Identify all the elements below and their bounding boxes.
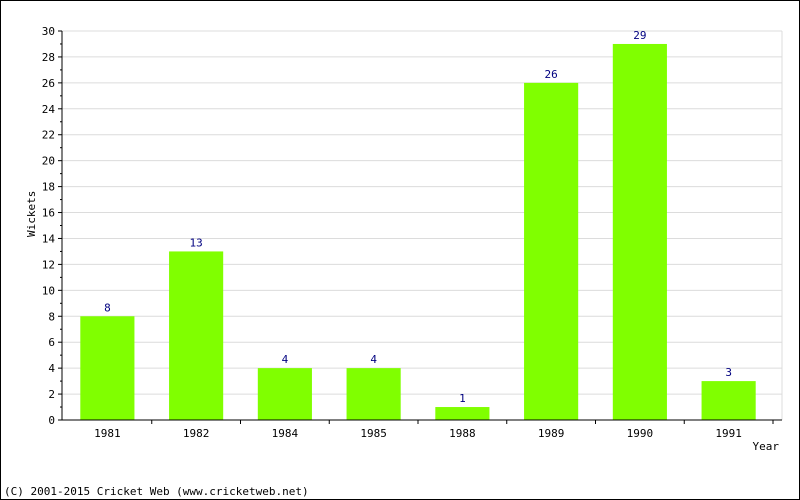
y-tick-label: 22 bbox=[42, 129, 55, 142]
y-tick-label: 12 bbox=[42, 258, 55, 271]
data-label: 4 bbox=[282, 353, 289, 366]
y-axis-title: Wickets bbox=[25, 191, 38, 237]
y-tick-label: 20 bbox=[42, 155, 55, 168]
bar bbox=[169, 251, 224, 420]
x-tick-label: 1990 bbox=[627, 427, 654, 440]
data-label: 26 bbox=[545, 68, 558, 81]
data-label: 1 bbox=[459, 392, 466, 405]
y-tick-label: 30 bbox=[42, 25, 55, 38]
y-tick-label: 0 bbox=[48, 414, 55, 427]
data-label: 3 bbox=[725, 366, 732, 379]
y-tick-label: 6 bbox=[48, 336, 55, 349]
bar bbox=[524, 82, 579, 420]
bar bbox=[435, 407, 490, 420]
bar bbox=[80, 316, 135, 420]
x-tick-label: 1982 bbox=[183, 427, 210, 440]
x-tick-label: 1989 bbox=[538, 427, 565, 440]
x-tick-label: 1984 bbox=[272, 427, 299, 440]
x-axis-title: Year bbox=[753, 440, 780, 453]
bars bbox=[80, 43, 756, 420]
x-tick-label: 1985 bbox=[360, 427, 387, 440]
y-tick-label: 8 bbox=[48, 310, 55, 323]
bar bbox=[612, 43, 667, 420]
y-tick-label: 4 bbox=[48, 362, 55, 375]
copyright-notice: (C) 2001-2015 Cricket Web (www.cricketwe… bbox=[4, 485, 309, 498]
data-label: 8 bbox=[104, 301, 111, 314]
axes bbox=[58, 30, 782, 424]
y-tick-label: 14 bbox=[42, 232, 56, 245]
y-tick-label: 10 bbox=[42, 284, 55, 297]
data-label: 29 bbox=[633, 29, 646, 42]
y-tick-label: 24 bbox=[42, 103, 56, 116]
bar bbox=[346, 368, 401, 420]
y-tick-label: 2 bbox=[48, 388, 55, 401]
y-tick-label: 28 bbox=[42, 51, 55, 64]
data-label: 13 bbox=[190, 236, 203, 249]
bar bbox=[257, 368, 312, 420]
x-tick-label: 1988 bbox=[449, 427, 476, 440]
y-tick-label: 16 bbox=[42, 207, 55, 220]
y-tick-label: 26 bbox=[42, 77, 55, 90]
labels: 0246810121416182022242628308198113198241… bbox=[42, 25, 742, 440]
bar bbox=[701, 381, 756, 420]
data-label: 4 bbox=[370, 353, 377, 366]
y-tick-label: 18 bbox=[42, 181, 55, 194]
x-tick-label: 1991 bbox=[715, 427, 742, 440]
x-tick-label: 1981 bbox=[94, 427, 121, 440]
